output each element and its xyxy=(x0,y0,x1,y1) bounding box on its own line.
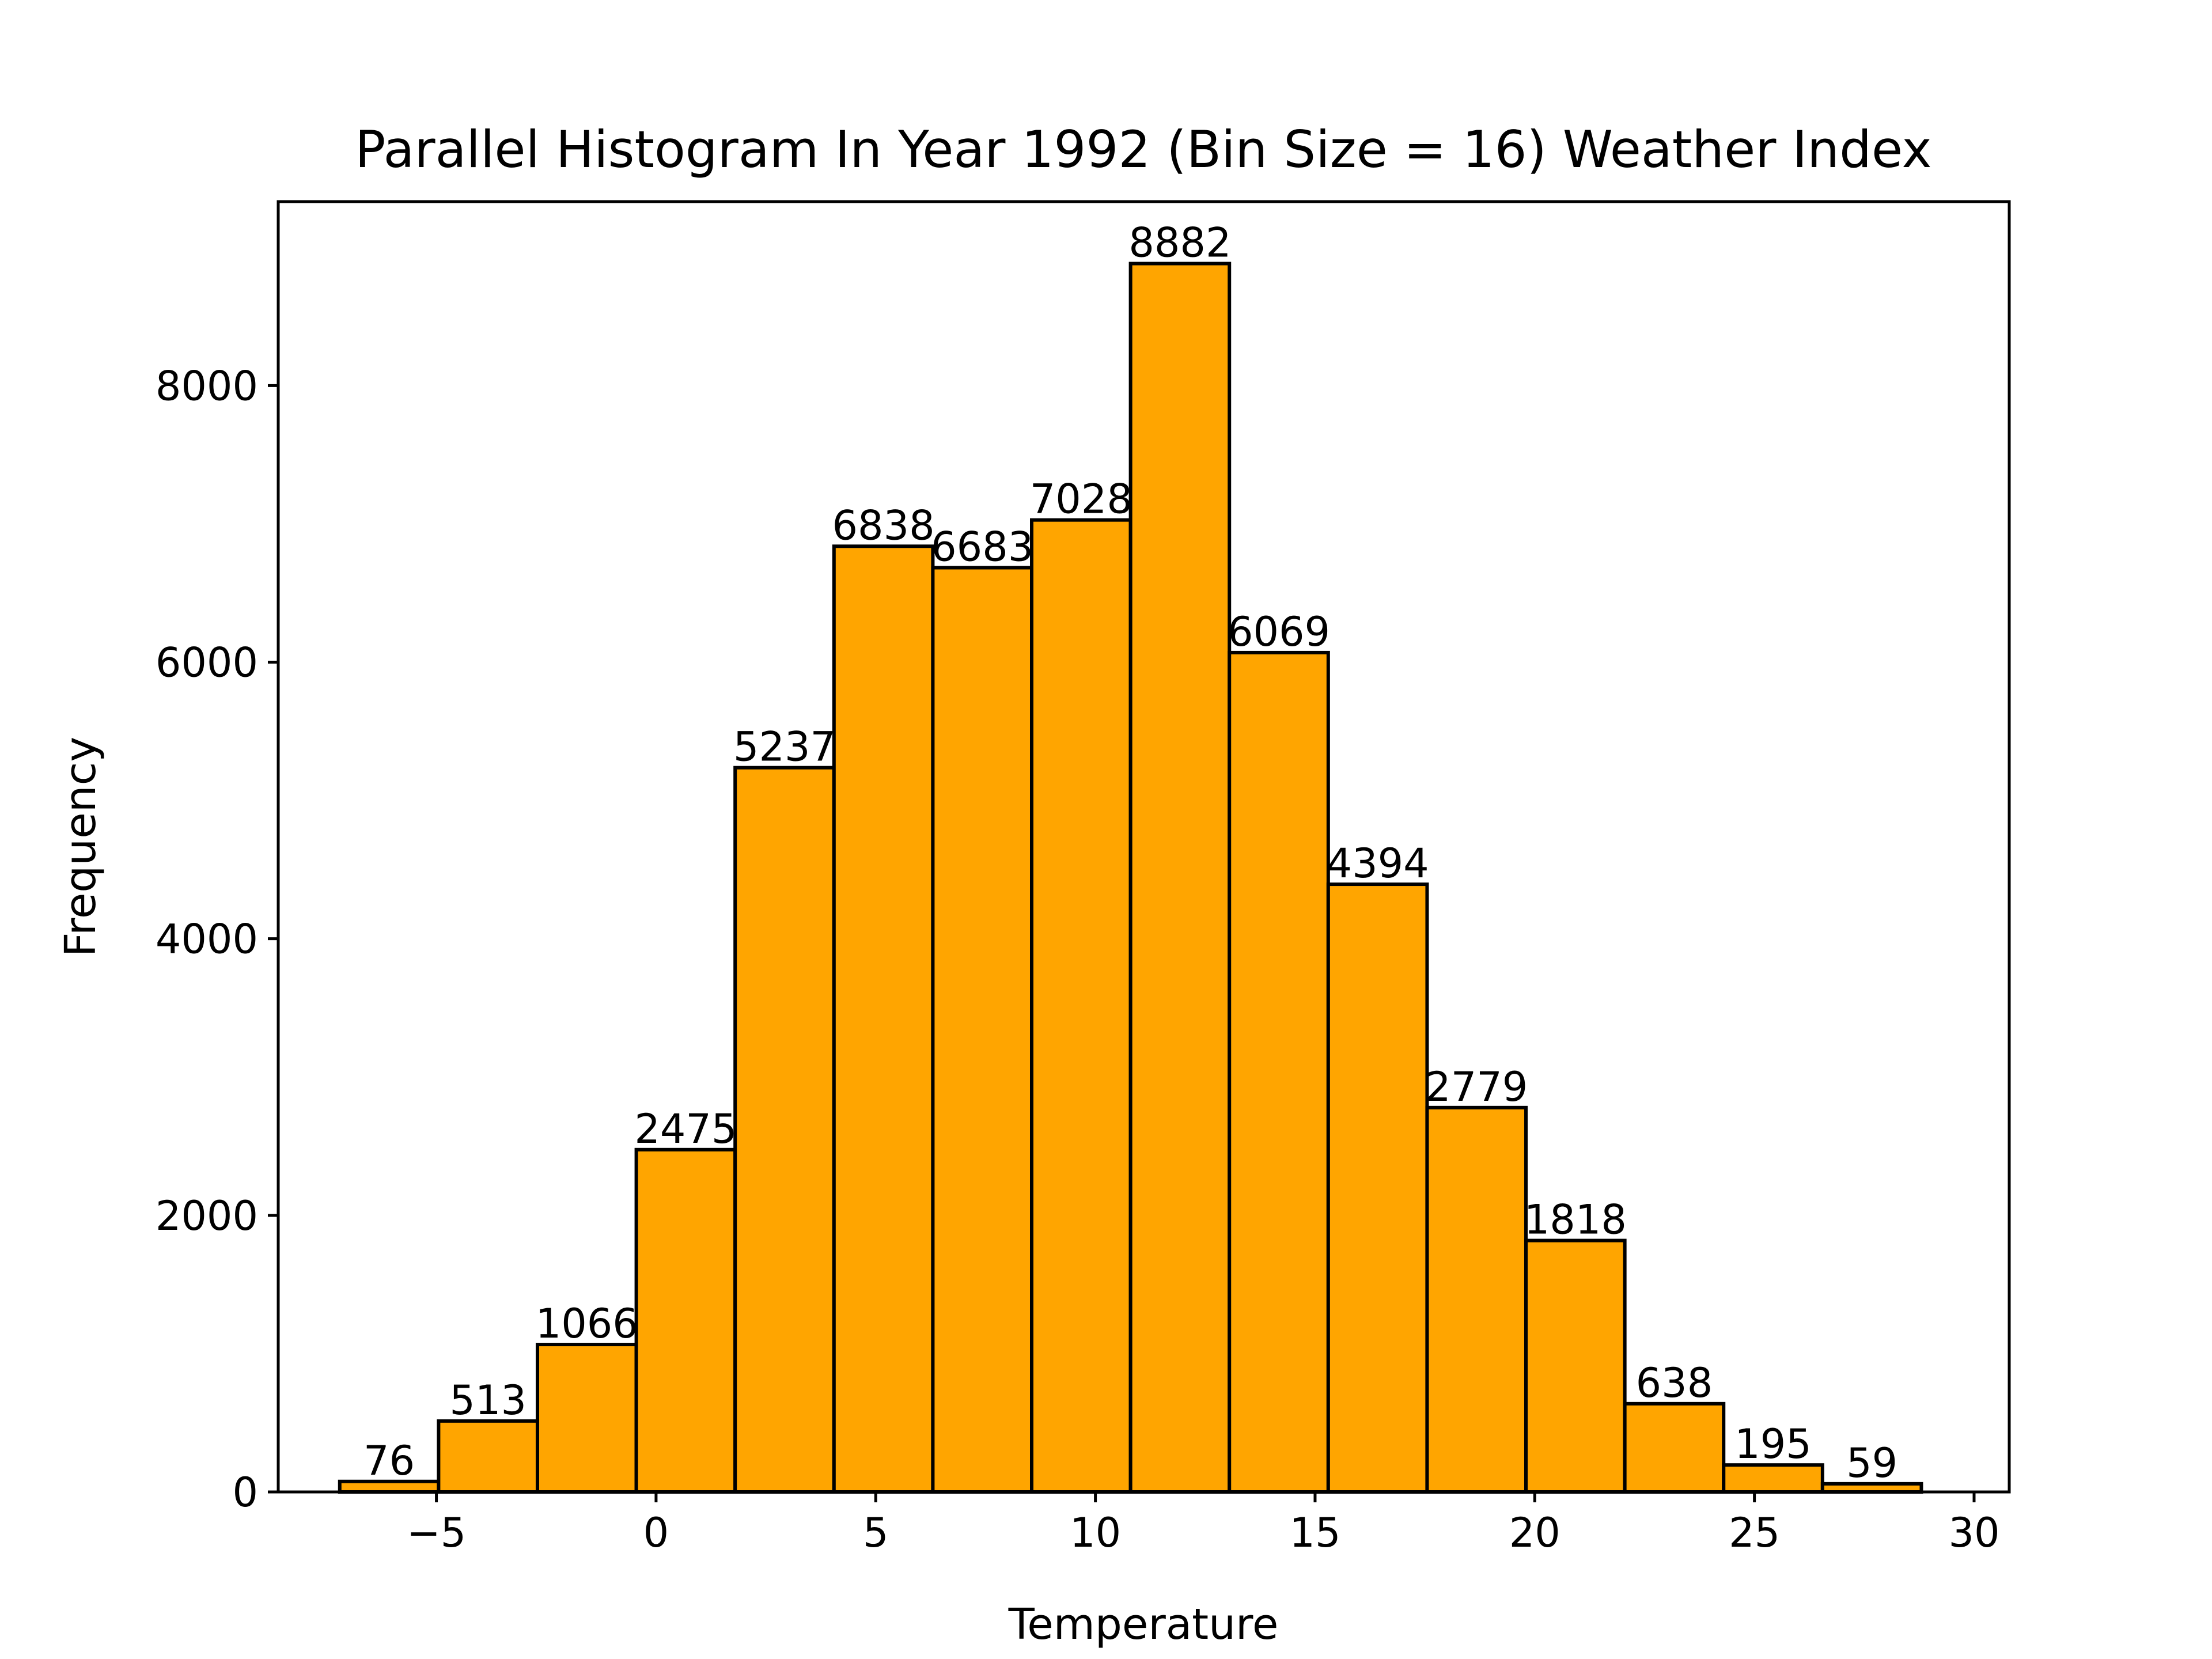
plot-frame xyxy=(276,200,2011,1494)
bar-value-label: 5237 xyxy=(733,724,836,771)
x-tick-label: 10 xyxy=(1070,1509,1121,1556)
x-tick-label: 30 xyxy=(1948,1509,1999,1556)
histogram-bar xyxy=(832,544,935,1494)
histogram-bar xyxy=(1128,262,1232,1494)
y-tick-label: 6000 xyxy=(156,639,258,686)
x-axis-ticks: −5 0 5 10 15 20 25 30 xyxy=(407,1492,2000,1556)
bar-value-label: 4394 xyxy=(1327,840,1429,887)
bar-value-label: 6683 xyxy=(931,524,1033,571)
histogram-bar xyxy=(1326,882,1429,1494)
chart-title: Parallel Histogram In Year 1992 (Bin Siz… xyxy=(355,120,1931,179)
histogram-bar xyxy=(931,566,1034,1494)
bar-value-label: 76 xyxy=(363,1437,415,1484)
histogram-bar xyxy=(535,1343,638,1494)
x-tick-label: 0 xyxy=(643,1509,669,1556)
bars-group xyxy=(338,262,1923,1494)
bar-value-label: 1066 xyxy=(536,1300,638,1347)
bar-value-label: 2779 xyxy=(1425,1063,1528,1111)
y-tick-label: 4000 xyxy=(156,916,258,963)
bar-value-label: 6069 xyxy=(1228,608,1330,656)
y-axis-label: Frequency xyxy=(56,737,105,957)
histogram-bar xyxy=(1623,1402,1726,1494)
bar-value-label: 638 xyxy=(1636,1359,1713,1407)
bar-value-label: 8882 xyxy=(1128,219,1231,267)
bar-value-label: 59 xyxy=(1846,1440,1897,1487)
histogram-bar xyxy=(1722,1463,1824,1494)
x-tick-label: 25 xyxy=(1729,1509,1780,1556)
x-axis-label: Temperature xyxy=(1008,1600,1279,1649)
histogram-bar xyxy=(733,766,836,1494)
histogram-bar xyxy=(1030,518,1132,1494)
x-tick-label: 5 xyxy=(863,1509,889,1556)
histogram-bar xyxy=(1425,1105,1528,1494)
bar-value-label: 7028 xyxy=(1030,476,1132,523)
y-tick-label: 0 xyxy=(232,1469,258,1516)
y-tick-label: 2000 xyxy=(156,1192,258,1240)
histogram-bar xyxy=(634,1147,737,1494)
x-tick-label: 15 xyxy=(1289,1509,1340,1556)
bar-value-label: 1818 xyxy=(1524,1196,1627,1244)
bar-value-label: 2475 xyxy=(634,1105,737,1153)
y-tick-label: 8000 xyxy=(156,362,258,410)
histogram-bar xyxy=(437,1419,539,1494)
bar-value-label: 513 xyxy=(449,1377,527,1424)
x-tick-label: −5 xyxy=(407,1509,466,1556)
bar-value-label: 195 xyxy=(1734,1421,1812,1468)
histogram-bar xyxy=(1228,650,1330,1494)
y-axis-ticks: 0 2000 4000 6000 8000 xyxy=(156,362,278,1516)
histogram-bar xyxy=(1524,1238,1627,1494)
x-tick-label: 20 xyxy=(1509,1509,1560,1556)
bar-value-label: 6838 xyxy=(832,502,935,549)
